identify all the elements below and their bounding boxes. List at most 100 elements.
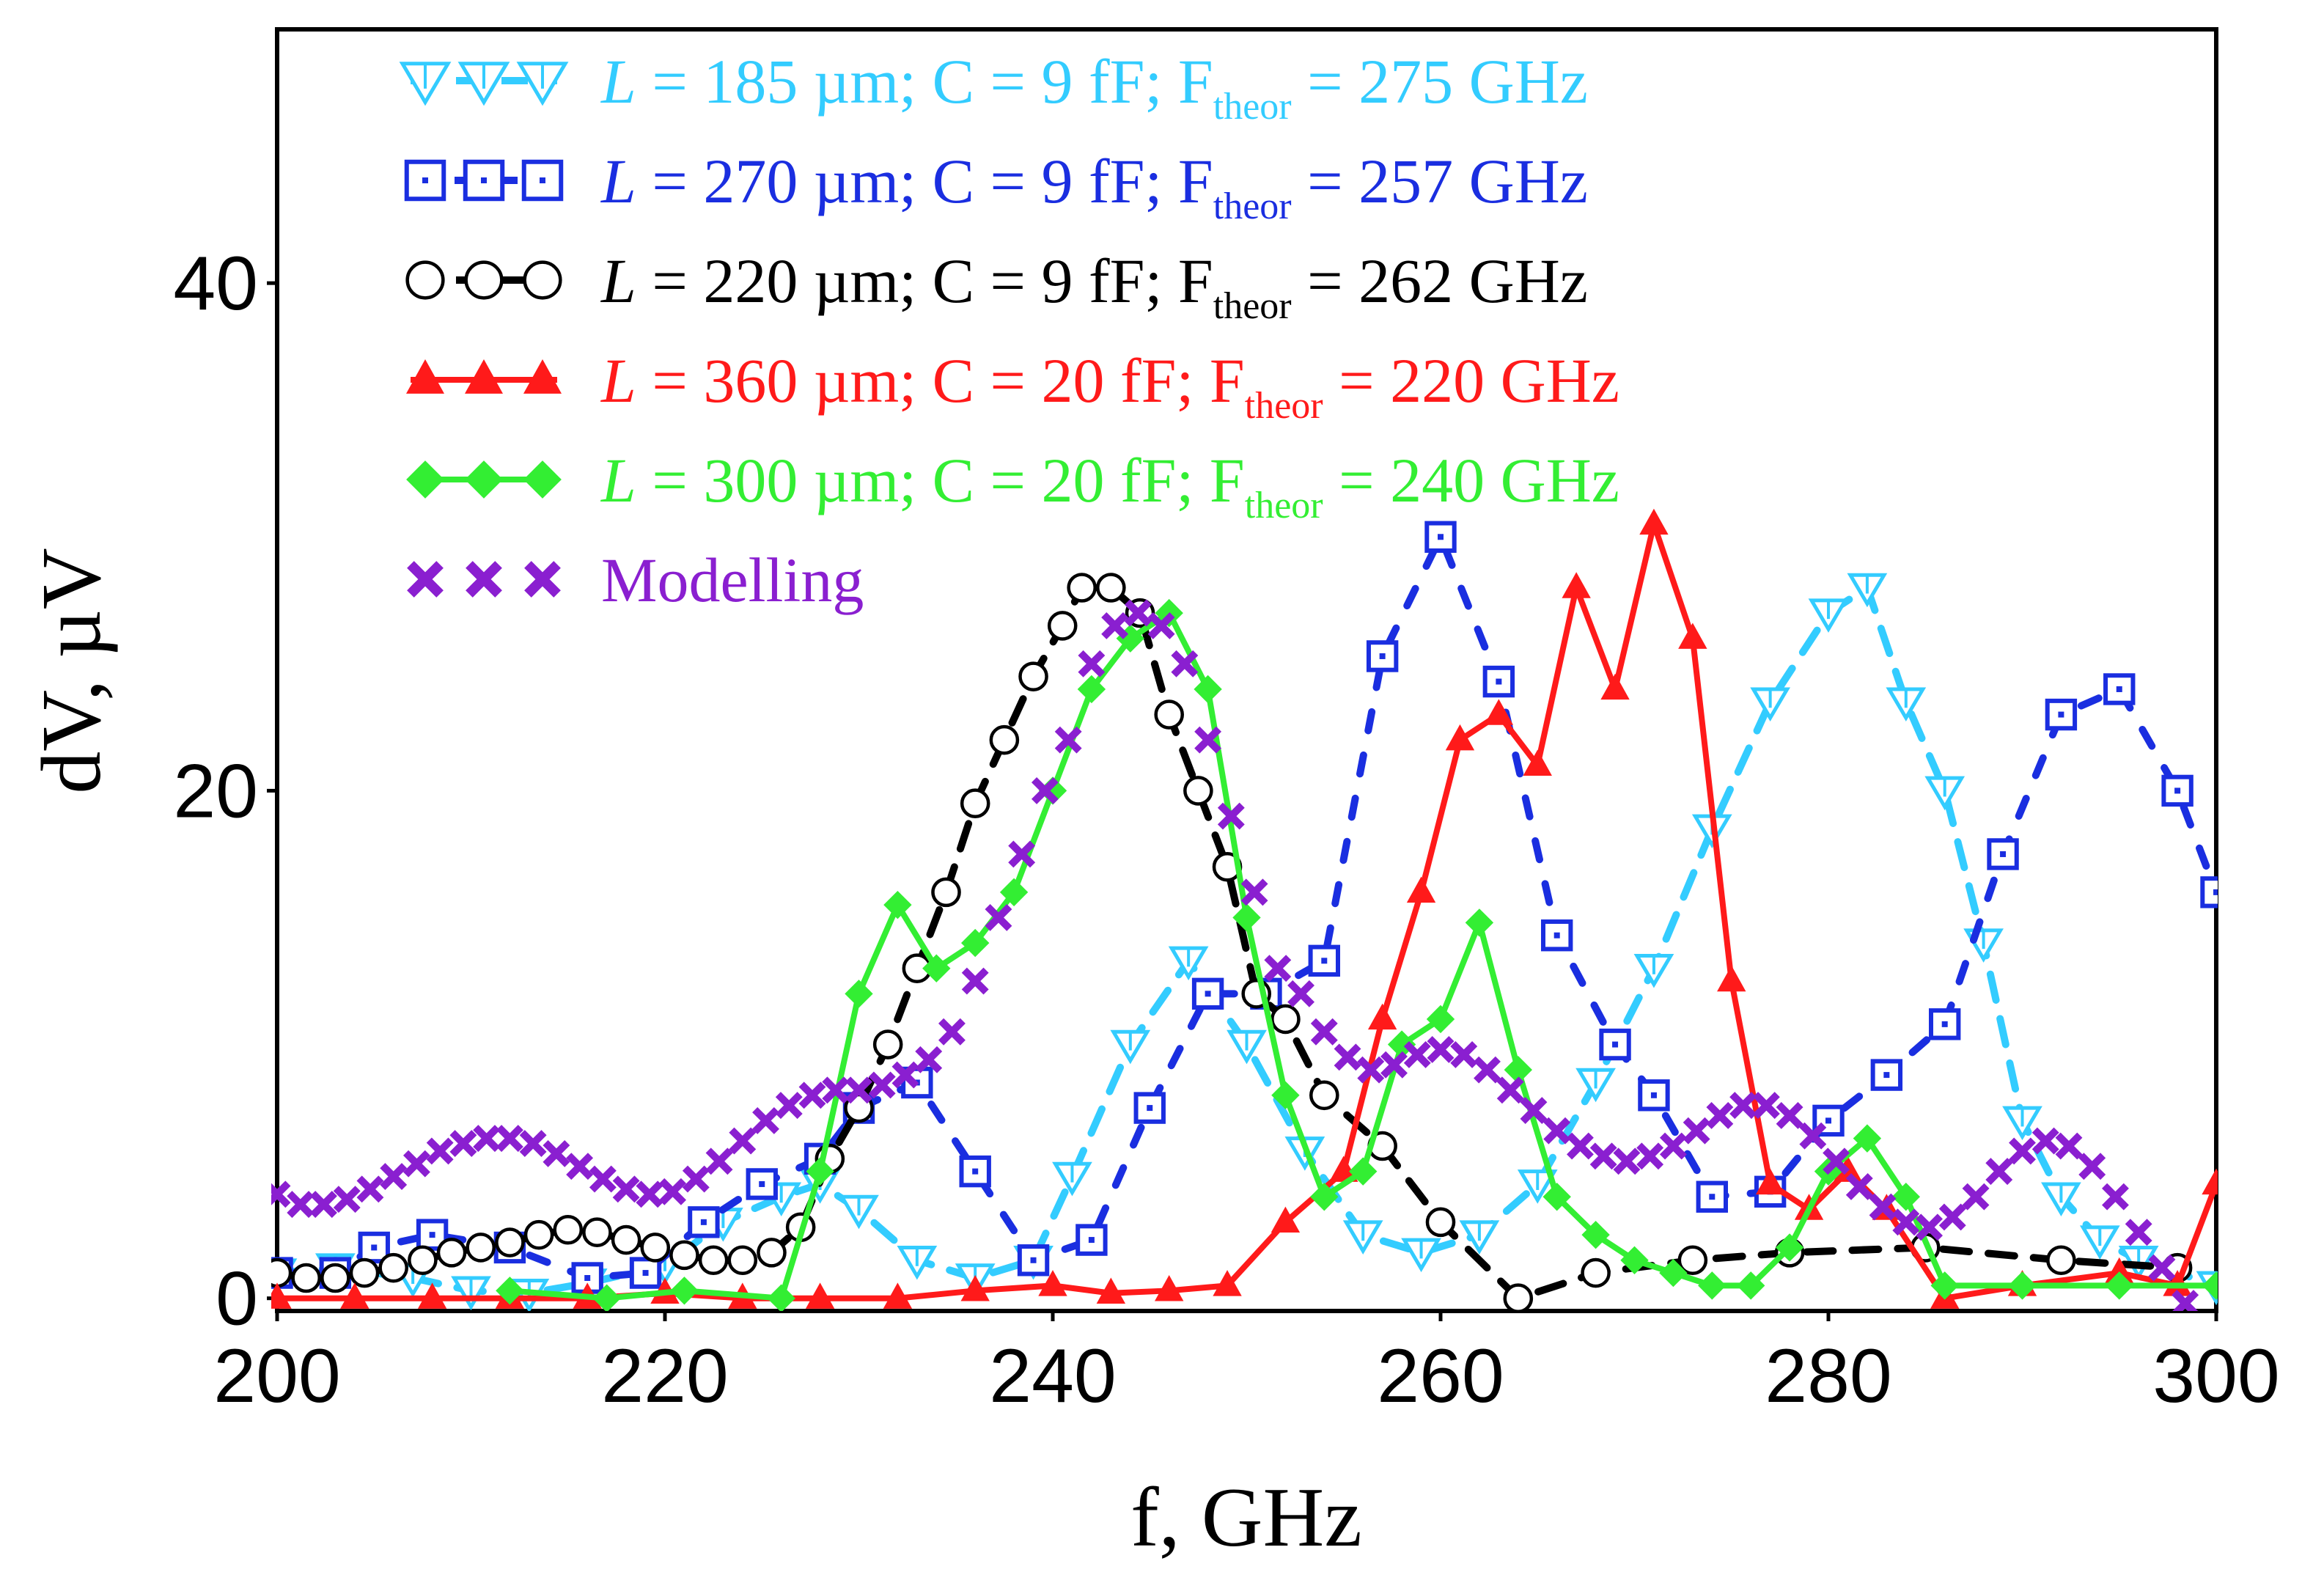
legend-label-main: = 360 µm; C = 20 fF; F bbox=[636, 345, 1245, 416]
series-4-point bbox=[1096, 1277, 1126, 1304]
series-4-point bbox=[1755, 1168, 1785, 1195]
legend-item-6: Modelling bbox=[407, 545, 864, 615]
series-4-point bbox=[1445, 724, 1475, 751]
plot-frame bbox=[275, 27, 2218, 1313]
series-6-point bbox=[1031, 776, 1059, 804]
series-6-point bbox=[1287, 980, 1315, 1007]
legend-label: L = 360 µm; C = 20 fF; Ftheor = 220 GHz bbox=[600, 345, 1619, 427]
series-6-point bbox=[1683, 1117, 1710, 1145]
series-4-point bbox=[417, 1282, 447, 1309]
series-2-point-dot bbox=[2213, 889, 2218, 895]
y-tick-label: 40 bbox=[173, 241, 258, 326]
legend: L = 185 µm; C = 9 fF; Ftheor = 275 GHzL … bbox=[399, 46, 1619, 615]
legend-marker bbox=[524, 561, 561, 598]
series-3-point bbox=[872, 1029, 903, 1059]
legend-label-var: L bbox=[600, 246, 636, 316]
series-6-point bbox=[1240, 878, 1268, 906]
legend-label-sub: theor bbox=[1213, 186, 1292, 227]
series-6-point bbox=[1054, 726, 1082, 754]
series-6-point bbox=[1776, 1102, 1803, 1129]
series-4-point bbox=[1484, 699, 1514, 725]
series-5-point bbox=[496, 1277, 524, 1305]
series-5-point bbox=[2105, 1271, 2133, 1300]
series-3-point bbox=[291, 1263, 321, 1293]
series-6-point bbox=[589, 1165, 617, 1193]
series-6-point bbox=[2009, 1137, 2036, 1165]
series-5-point bbox=[670, 1277, 699, 1305]
series-6-point bbox=[1543, 1117, 1571, 1145]
series-2-point-dot bbox=[1941, 1021, 1948, 1027]
series-2-point-dot bbox=[1825, 1117, 1831, 1124]
series-2-point-dot bbox=[1496, 678, 1502, 685]
series-6-point bbox=[938, 1018, 966, 1046]
series-2-point bbox=[1638, 1079, 1670, 1112]
legend-marker bbox=[465, 359, 503, 394]
series-5-point bbox=[845, 980, 873, 1008]
series-3-point bbox=[1581, 1257, 1611, 1288]
series-6-point bbox=[1845, 1172, 1873, 1200]
series-6-point bbox=[1520, 1097, 1548, 1124]
series-6-point bbox=[1985, 1158, 2013, 1186]
series-2-point-dot bbox=[2116, 686, 2122, 692]
series-4-point bbox=[883, 1282, 913, 1309]
series-6-point bbox=[2078, 1153, 2106, 1180]
series-6-point bbox=[1078, 650, 1106, 677]
series-3-point bbox=[320, 1263, 350, 1293]
series-2-point bbox=[1191, 977, 1224, 1010]
legend-label: Modelling bbox=[601, 545, 864, 615]
series-2-point-dot bbox=[1650, 1092, 1657, 1098]
series-6-point bbox=[449, 1130, 477, 1157]
series-6-point bbox=[1962, 1183, 1990, 1211]
legend-marker-dot bbox=[481, 177, 487, 183]
series-5-point bbox=[1077, 675, 1106, 704]
series-2-point-dot bbox=[2000, 851, 2007, 857]
legend-item-5: L = 300 µm; C = 20 fF; Ftheor = 240 GHz bbox=[406, 445, 1619, 526]
series-3-point bbox=[1425, 1207, 1456, 1238]
legend-label-var: L bbox=[600, 345, 636, 416]
series-4-point bbox=[1271, 1206, 1301, 1233]
legend-label-sub: theor bbox=[1245, 385, 1323, 427]
legend-marker bbox=[523, 260, 562, 300]
legend-label-main: = 220 µm; C = 9 fF; F bbox=[636, 246, 1213, 316]
series-6-point bbox=[426, 1137, 454, 1165]
series-5-point bbox=[2008, 1271, 2037, 1300]
series-layer bbox=[271, 508, 2218, 1311]
series-6-point bbox=[287, 1191, 315, 1219]
legend-label-sub: theor bbox=[1213, 86, 1292, 128]
series-6-point bbox=[496, 1125, 523, 1153]
series-4 bbox=[271, 508, 2218, 1309]
legend-item-3: L = 220 µm; C = 9 fF; Ftheor = 262 GHz bbox=[405, 246, 1588, 327]
series-4-point bbox=[1367, 1003, 1397, 1030]
series-5-point bbox=[922, 954, 951, 982]
series-5-point bbox=[806, 1157, 834, 1186]
series-2-point bbox=[1017, 1244, 1050, 1277]
legend-marker bbox=[406, 359, 444, 394]
legend-marker bbox=[405, 260, 445, 300]
series-3-point bbox=[495, 1227, 525, 1257]
series-5-point bbox=[1465, 908, 1494, 937]
series-4-point bbox=[1406, 876, 1436, 903]
series-5-point bbox=[1504, 1055, 1532, 1084]
series-6-point bbox=[1147, 611, 1175, 639]
series-4-point bbox=[1038, 1270, 1067, 1296]
series-3-point bbox=[2046, 1245, 2076, 1276]
x-tick-label: 220 bbox=[601, 1334, 729, 1419]
series-6-point bbox=[798, 1081, 826, 1109]
series-6-point bbox=[822, 1076, 850, 1104]
series-3-point bbox=[757, 1238, 787, 1268]
series-5-point bbox=[1737, 1271, 1765, 1300]
series-2-point-dot bbox=[1321, 958, 1328, 964]
series-3-point bbox=[436, 1238, 467, 1268]
series-5-point bbox=[1542, 1183, 1571, 1211]
series-6-point bbox=[2148, 1254, 2176, 1282]
series-6-point bbox=[310, 1191, 337, 1219]
series-3-point bbox=[931, 877, 961, 908]
series-4-point bbox=[1562, 572, 1591, 598]
legend-label-post: = 275 GHz bbox=[1292, 46, 1588, 117]
series-3-point bbox=[1677, 1245, 1708, 1276]
series-2-point-dot bbox=[2174, 787, 2181, 794]
series-6-point bbox=[2031, 1127, 2059, 1155]
series-6-point bbox=[1450, 1040, 1478, 1068]
series-6-point bbox=[729, 1127, 757, 1155]
